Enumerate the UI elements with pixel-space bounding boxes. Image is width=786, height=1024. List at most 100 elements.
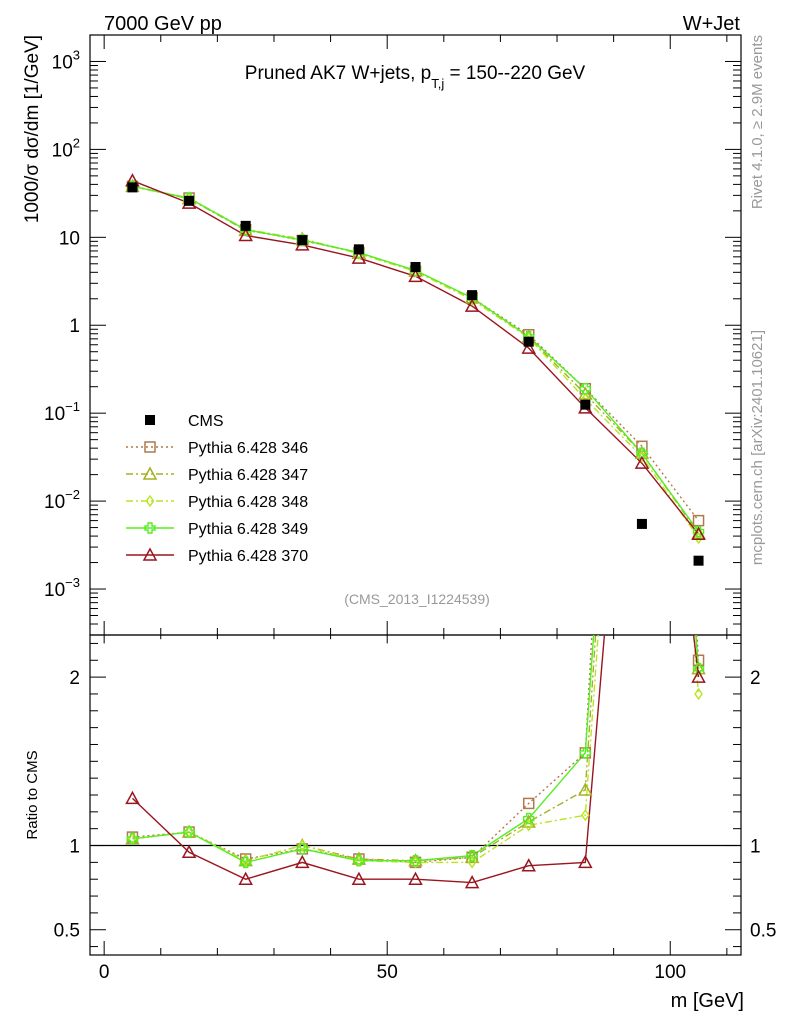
legend-marker-pythia-6-428-349 xyxy=(144,522,156,534)
data-point-cms xyxy=(297,235,308,246)
ratio-line-pythia-6-428-349 xyxy=(132,635,700,864)
ratio-line-pythia-6-428-370 xyxy=(132,635,700,884)
data-point-cms xyxy=(693,555,704,566)
header-left: 7000 GeV pp xyxy=(104,13,222,35)
data-point-pythia-6-428-370 xyxy=(634,455,650,469)
legend-marker-cms xyxy=(145,415,155,425)
ratio-point-pythia-6-428-348 xyxy=(411,856,420,869)
data-point-cms xyxy=(523,336,534,347)
plot-title-tail: = 150--220 GeV xyxy=(444,63,585,84)
x-tick-label: 100 xyxy=(654,962,686,983)
y-tick-label: 10−3 xyxy=(44,575,80,601)
series-line-pythia-6-428-348 xyxy=(132,185,700,539)
y-tick-label-exponent: −3 xyxy=(65,575,80,590)
y-tick-label: 10−1 xyxy=(44,399,80,425)
ratio-point-pythia-6-428-370 xyxy=(408,871,423,885)
data-point-pythia-6-428-370 xyxy=(238,227,253,242)
ratio-tick-label-right: 1 xyxy=(750,837,761,858)
legend-marker-pythia-6-428-346 xyxy=(144,441,156,453)
x-axis-label: m [GeV] xyxy=(671,990,744,1012)
y-tick-label-base: 10 xyxy=(52,140,73,161)
ratio-point-pythia-6-428-346 xyxy=(692,654,705,667)
y-tick-label: 10 xyxy=(59,228,80,249)
data-point-cms xyxy=(353,244,364,255)
ratio-point-pythia-6-428-370 xyxy=(181,844,197,859)
data-point-cms xyxy=(467,290,478,301)
ratio-point-pythia-6-428-349 xyxy=(466,849,478,862)
ratio-point-pythia-6-428-349 xyxy=(239,856,252,869)
data-point-pythia-6-428-349 xyxy=(636,447,648,459)
ratio-point-pythia-6-428-370 xyxy=(691,669,706,683)
legend-marker-pythia-6-428-348 xyxy=(145,494,155,508)
y-tick-label-exponent: −2 xyxy=(65,487,80,502)
ratio-line-pythia-6-428-347 xyxy=(132,635,700,862)
ratio-point-pythia-6-428-370 xyxy=(295,854,310,869)
ratio-point-pythia-6-428-346 xyxy=(522,797,535,810)
legend-label-cms: CMS xyxy=(188,413,224,430)
data-point-pythia-6-428-370 xyxy=(408,268,423,283)
ratio-tick-label: 2 xyxy=(69,668,80,689)
y-axis-label: 1000/σ dσ/dm [1/GeV] xyxy=(22,35,43,223)
data-point-pythia-6-428-346 xyxy=(692,514,705,527)
y-tick-label-exponent: 3 xyxy=(73,47,80,62)
data-point-pythia-6-428-370 xyxy=(691,526,706,540)
header-right: W+Jet xyxy=(683,13,741,35)
plot-title-main: Pruned AK7 W+jets, p xyxy=(245,63,431,84)
ratio-plot-frame xyxy=(89,634,742,956)
plot-title-sub: T,j xyxy=(431,76,444,91)
legend-label-pythia-6-428-370: Pythia 6.428 370 xyxy=(188,548,308,565)
ratio-tick-label: 0.5 xyxy=(54,921,80,942)
ratio-tick-label-right: 2 xyxy=(750,668,761,689)
ratio-tick-label: 1 xyxy=(69,837,80,858)
data-point-cms xyxy=(410,261,421,272)
data-point-pythia-6-428-370 xyxy=(521,340,536,354)
y-tick-label-base: 10 xyxy=(44,492,65,513)
data-point-pythia-6-428-370 xyxy=(351,250,367,264)
y-tick-label: 103 xyxy=(52,47,80,73)
ratio-point-pythia-6-428-348 xyxy=(694,687,703,701)
y-tick-label: 102 xyxy=(52,135,80,161)
ratio-point-pythia-6-428-349 xyxy=(353,854,365,867)
data-point-cms xyxy=(184,195,195,206)
ratio-point-pythia-6-428-349 xyxy=(579,747,592,759)
data-point-pythia-6-428-370 xyxy=(464,298,480,312)
rivet-label: Rivet 4.1.0, ≥ 2.9M events xyxy=(749,35,766,209)
ratio-point-pythia-6-428-370 xyxy=(238,871,253,885)
legend-label-pythia-6-428-349: Pythia 6.428 349 xyxy=(188,521,308,538)
ratio-point-pythia-6-428-349 xyxy=(183,826,195,838)
ratio-point-pythia-6-428-370 xyxy=(578,854,593,869)
ratio-point-pythia-6-428-347 xyxy=(578,782,593,796)
ratio-line-pythia-6-428-346 xyxy=(132,635,700,864)
ratio-point-pythia-6-428-370 xyxy=(125,790,140,805)
ratio-tick-label-right: 0.5 xyxy=(750,921,776,942)
y-tick-label-base: 10 xyxy=(44,580,65,601)
y-tick-label-base: 1 xyxy=(69,316,80,337)
y-tick-label: 10−2 xyxy=(44,487,80,513)
legend-marker-pythia-6-428-370 xyxy=(142,547,158,561)
ratio-series-lines xyxy=(132,635,700,884)
legend-label-pythia-6-428-347: Pythia 6.428 347 xyxy=(188,467,308,484)
ratio-point-pythia-6-428-349 xyxy=(296,843,308,855)
ratio-axis-label: Ratio to CMS xyxy=(24,750,41,839)
ratio-point-pythia-6-428-348 xyxy=(580,808,590,822)
main-series-markers xyxy=(125,173,706,566)
legend-marker-pythia-6-428-347 xyxy=(142,466,158,480)
plot-title: Pruned AK7 W+jets, pT,j = 150--220 GeV xyxy=(245,63,586,91)
main-plot-frame xyxy=(89,34,742,636)
ratio-point-pythia-6-428-370 xyxy=(351,871,367,885)
y-tick-label-exponent: 2 xyxy=(73,135,80,150)
data-point-pythia-6-428-347 xyxy=(578,386,593,400)
data-point-cms xyxy=(127,182,138,193)
legend: CMS Pythia 6.428 346 Pythia 6.428 347 Pythi… xyxy=(126,413,308,565)
data-point-cms xyxy=(240,220,251,231)
data-point-cms xyxy=(636,518,647,529)
mcplots-label: mcplots.cern.ch [arXiv:2401.10621] xyxy=(749,330,766,565)
data-point-cms xyxy=(580,399,591,410)
ratio-point-pythia-6-428-348 xyxy=(638,15,645,25)
ratio-point-pythia-6-428-347 xyxy=(464,849,480,864)
ratio-point-pythia-6-428-347 xyxy=(521,814,536,828)
ratio-point-pythia-6-428-349 xyxy=(523,812,535,825)
y-tick-label-base: 10 xyxy=(52,52,73,73)
